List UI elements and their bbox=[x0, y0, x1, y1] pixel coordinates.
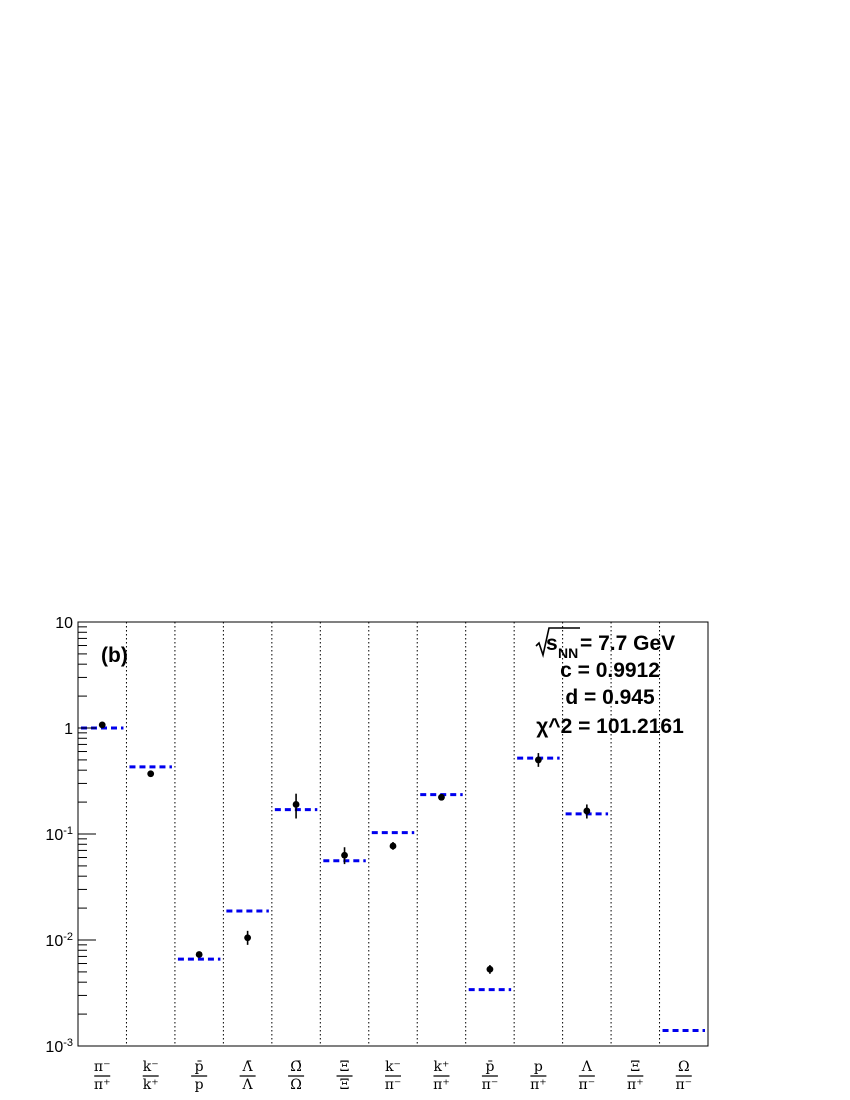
category-numerator: Ξ̄ bbox=[630, 1059, 640, 1075]
category-denominator: π⁻ bbox=[385, 1077, 402, 1093]
category-denominator: π⁺ bbox=[94, 1077, 111, 1093]
data-point bbox=[389, 842, 397, 850]
y-axis: 10 1 10-1 10-2 10-3 bbox=[45, 615, 96, 1056]
category-numerator: Ξ̄ bbox=[340, 1059, 350, 1075]
category-denominator: Λ bbox=[242, 1077, 254, 1093]
param-d: d = 0.945 bbox=[565, 686, 655, 709]
category-denominator: π⁻ bbox=[675, 1077, 692, 1093]
category-denominator: π⁺ bbox=[627, 1077, 644, 1093]
category-numerator: k⁺ bbox=[434, 1059, 450, 1075]
category-denominator: π⁻ bbox=[482, 1077, 499, 1093]
chi-square: χ^2 = 101.2161 bbox=[536, 715, 684, 738]
category-numerator: k⁻ bbox=[143, 1059, 159, 1075]
data-point bbox=[534, 756, 542, 764]
data-point bbox=[292, 801, 300, 808]
x-category-label: Ω̄ Ω bbox=[288, 1059, 305, 1093]
category-denominator: Ξ bbox=[340, 1077, 350, 1093]
category-denominator: p bbox=[195, 1077, 204, 1093]
category-numerator: Λ̄ bbox=[242, 1059, 254, 1075]
category-denominator: π⁺ bbox=[433, 1077, 450, 1093]
category-numerator: π⁻ bbox=[94, 1059, 111, 1075]
energy-annotation: s NN = 7.7 GeV bbox=[535, 627, 675, 661]
x-axis: π⁻ π⁺ k⁻ k⁺ p̄ p Λ̄ Λ Ω̄ Ω Ξ̄ Ξk⁻ π⁻ k⁺ π⁺ p̄ π⁻ p π⁺ Λπ⁻ Ξ̄… bbox=[94, 1059, 692, 1093]
data-point bbox=[583, 807, 591, 815]
x-category-label: Λ̄ Λ bbox=[239, 1059, 256, 1093]
category-numerator: Ω̄ bbox=[290, 1059, 302, 1075]
data-point bbox=[195, 951, 203, 958]
x-category-label: p π⁺ bbox=[530, 1059, 547, 1093]
category-denominator: k⁺ bbox=[143, 1077, 159, 1093]
data-point bbox=[244, 934, 252, 942]
x-category-label: k⁺ π⁺ bbox=[433, 1059, 450, 1093]
category-numerator: p̄ bbox=[195, 1059, 204, 1075]
grid-layer bbox=[125, 622, 661, 1046]
category-numerator: Λ bbox=[581, 1059, 593, 1075]
y-tick-label: 10-3 bbox=[45, 1037, 73, 1056]
x-category-label: Ξ̄ π⁺ bbox=[627, 1059, 644, 1093]
energy-s: s bbox=[546, 632, 558, 655]
category-denominator: π⁻ bbox=[579, 1077, 596, 1093]
data-point bbox=[486, 965, 494, 973]
panel-label: (b) bbox=[101, 644, 128, 667]
category-denominator: Ω bbox=[290, 1077, 302, 1093]
x-category-label: π⁻ π⁺ bbox=[94, 1059, 111, 1093]
x-category-label: Λπ⁻ bbox=[579, 1059, 596, 1093]
energy-subscript: NN bbox=[558, 645, 578, 661]
category-denominator: π⁺ bbox=[530, 1077, 547, 1093]
category-numerator: p bbox=[534, 1059, 543, 1075]
x-category-label: k⁻ k⁺ bbox=[142, 1059, 159, 1093]
x-category-label: p̄ p bbox=[191, 1059, 208, 1093]
data-point bbox=[147, 770, 155, 778]
y-tick-label: 10-1 bbox=[45, 825, 73, 844]
x-category-label: p̄ π⁻ bbox=[482, 1059, 499, 1093]
sqrt-symbol bbox=[535, 627, 580, 658]
data-point bbox=[341, 851, 348, 859]
data-series bbox=[98, 721, 591, 974]
x-category-label: k⁻ π⁻ bbox=[385, 1059, 402, 1093]
data-point bbox=[98, 721, 106, 729]
category-numerator: p̄ bbox=[485, 1059, 494, 1075]
y-tick-label: 1 bbox=[64, 721, 73, 738]
y-tick-label: 10-2 bbox=[45, 931, 73, 950]
y-tick-label: 10 bbox=[55, 615, 73, 632]
x-category-label: Ωπ⁻ bbox=[675, 1059, 692, 1093]
category-numerator: Ω bbox=[678, 1059, 690, 1075]
data-point bbox=[438, 793, 445, 801]
energy-value: = 7.7 GeV bbox=[580, 632, 675, 655]
param-c: c = 0.9912 bbox=[560, 659, 660, 682]
x-category-label: Ξ̄ Ξ bbox=[336, 1059, 353, 1093]
category-numerator: k⁻ bbox=[385, 1059, 401, 1075]
